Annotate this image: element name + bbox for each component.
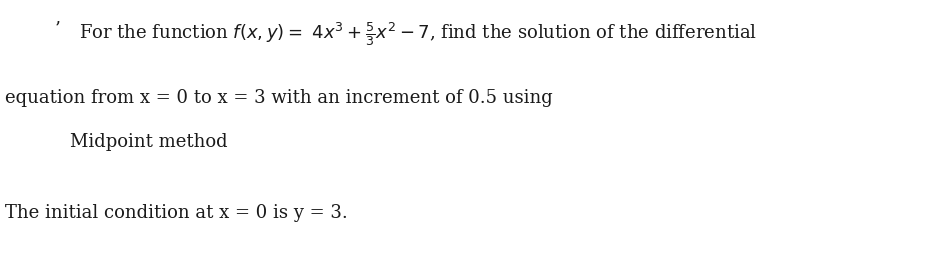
Text: For the function $\mathit{f}(x, y) = \ 4x^3 + \frac{5}{3}x^2 - 7$, find the solu: For the function $\mathit{f}(x, y) = \ 4… <box>79 20 757 48</box>
Text: Midpoint method: Midpoint method <box>70 132 228 150</box>
Text: ’: ’ <box>54 20 60 38</box>
Text: equation from x = 0 to x = 3 with an increment of 0.5 using: equation from x = 0 to x = 3 with an inc… <box>5 89 553 107</box>
Text: The initial condition at x = 0 is y = 3.: The initial condition at x = 0 is y = 3. <box>5 203 348 221</box>
